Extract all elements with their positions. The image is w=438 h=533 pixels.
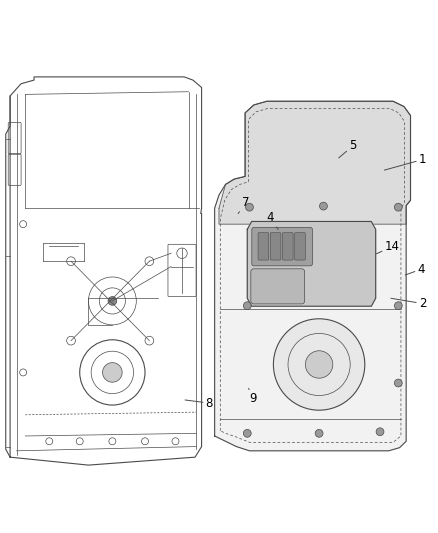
FancyBboxPatch shape [252, 228, 312, 266]
FancyBboxPatch shape [295, 233, 305, 260]
Circle shape [273, 319, 365, 410]
Polygon shape [215, 101, 410, 451]
Text: 1: 1 [385, 153, 427, 170]
Circle shape [394, 302, 402, 310]
Circle shape [320, 202, 327, 210]
Circle shape [244, 302, 251, 310]
Circle shape [376, 428, 384, 435]
Circle shape [244, 430, 251, 437]
Text: 14: 14 [377, 240, 400, 254]
Circle shape [394, 379, 402, 387]
Text: 8: 8 [185, 397, 213, 410]
Text: 9: 9 [249, 389, 257, 406]
FancyBboxPatch shape [283, 233, 293, 260]
FancyBboxPatch shape [258, 233, 269, 260]
Text: 5: 5 [339, 139, 357, 158]
Circle shape [394, 203, 402, 211]
Polygon shape [219, 101, 410, 224]
Text: 7: 7 [238, 197, 250, 214]
FancyBboxPatch shape [251, 269, 305, 304]
Circle shape [315, 430, 323, 437]
Text: 4: 4 [266, 211, 278, 229]
Polygon shape [247, 222, 376, 306]
Text: 4: 4 [405, 263, 425, 276]
Circle shape [108, 296, 117, 305]
Text: 2: 2 [391, 297, 427, 310]
Circle shape [102, 362, 122, 382]
FancyBboxPatch shape [270, 233, 281, 260]
Circle shape [246, 203, 253, 211]
Circle shape [305, 351, 333, 378]
